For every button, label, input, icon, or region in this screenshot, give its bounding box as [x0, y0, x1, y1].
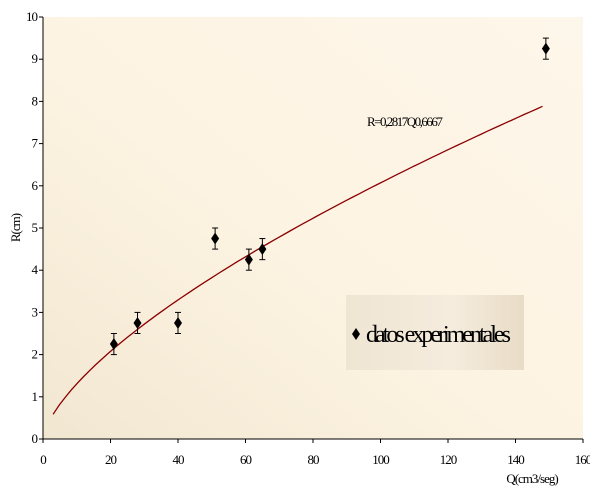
y-tick-label: 5 [32, 220, 38, 235]
x-tick-label: 40 [173, 452, 185, 467]
data-point [258, 238, 267, 261]
data-point [174, 311, 182, 334]
point-marker [211, 232, 220, 245]
x-tick-label: 80 [308, 452, 320, 467]
data-points [109, 37, 550, 356]
x-tick-label: 160 [575, 452, 590, 467]
x-axis-label: Q(cm3/seg) [506, 471, 558, 486]
y-tick-label: 2 [32, 347, 38, 362]
y-tick-label: 6 [32, 178, 39, 193]
y-tick-label: 1 [32, 389, 38, 404]
legend: datos experimentales [346, 295, 524, 370]
y-tick-label: 9 [32, 51, 38, 66]
x-tick-label: 60 [240, 452, 252, 467]
y-tick-label: 3 [32, 304, 38, 319]
y-tick-label: 10 [26, 9, 38, 24]
legend-box [346, 295, 524, 370]
x-tick-label: 120 [440, 452, 457, 467]
data-point [133, 311, 142, 334]
data-point [109, 333, 118, 356]
x-tick-label: 0 [40, 452, 46, 467]
fit-curve [52, 105, 543, 415]
plot-area [43, 17, 583, 439]
data-point [211, 227, 220, 250]
point-marker [133, 316, 142, 329]
y-tick-label: 8 [32, 93, 38, 108]
x-tick-label: 140 [507, 452, 524, 467]
data-point [244, 248, 253, 271]
point-marker [258, 243, 267, 256]
y-tick-label: 0 [32, 431, 38, 446]
point-marker [174, 316, 182, 329]
point-marker [109, 338, 118, 351]
point-marker [244, 253, 253, 266]
y-tick-label: 4 [32, 262, 39, 277]
legend-marker [352, 328, 360, 340]
x-tick-label: 100 [372, 452, 389, 467]
fit-equation: R=0,2817Q0,6667 [367, 114, 443, 129]
data-point [541, 37, 550, 60]
legend-label: datos experimentales [366, 322, 511, 348]
y-tick-label: 7 [32, 136, 39, 151]
point-marker [541, 42, 550, 55]
x-tick-label: 20 [105, 452, 117, 467]
y-axis-label: R(cm) [8, 213, 23, 242]
